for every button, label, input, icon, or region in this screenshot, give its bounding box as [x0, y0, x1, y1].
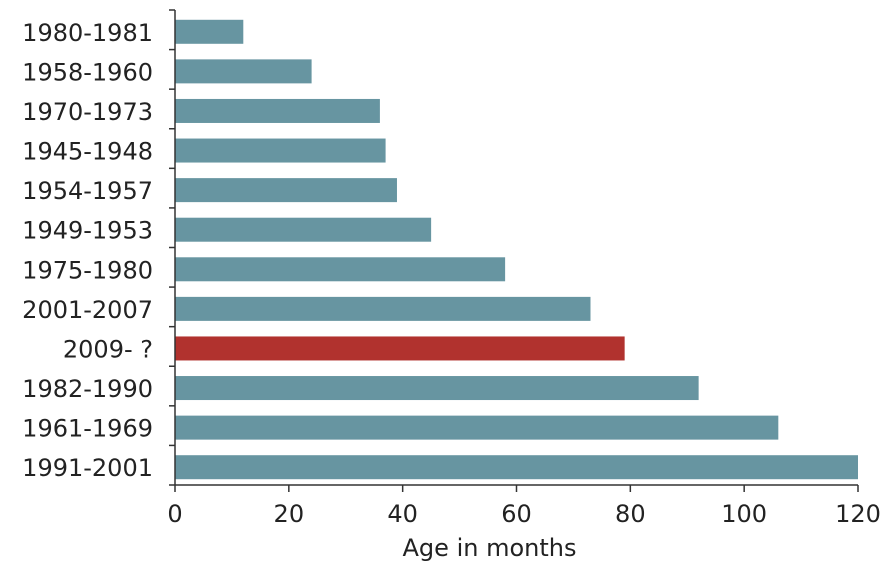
category-label: 1982-1990 — [22, 375, 153, 403]
category-label: 2009- ? — [63, 335, 153, 363]
category-label: 1970-1973 — [22, 98, 153, 126]
bar-1958-1960 — [175, 59, 312, 84]
bar-2001-2007 — [175, 296, 591, 321]
x-tick-label: 0 — [167, 500, 182, 528]
x-tick-label: 100 — [721, 500, 767, 528]
x-tick-label: 120 — [835, 500, 881, 528]
x-tick-label: 40 — [387, 500, 418, 528]
bar-1991-2001 — [175, 455, 858, 480]
x-tick-label: 60 — [501, 500, 532, 528]
category-labels-group: 1980-1981 1958-1960 1970-1973 1945-1948 1954… — [22, 19, 153, 482]
bar-1982-1990 — [175, 376, 699, 401]
bar-1945-1948 — [175, 138, 386, 163]
x-tick-label: 20 — [274, 500, 305, 528]
category-label: 2001-2007 — [22, 296, 153, 324]
category-label: 1949-1953 — [22, 217, 153, 245]
category-label: 1945-1948 — [22, 138, 153, 166]
bar-1970-1973 — [175, 98, 380, 123]
category-label: 1980-1981 — [22, 19, 153, 47]
bar-1961-1969 — [175, 415, 779, 440]
bar-1975-1980 — [175, 257, 506, 282]
bar-1980-1981 — [175, 19, 244, 44]
x-axis-title: Age in months — [403, 534, 577, 562]
category-label: 1954-1957 — [22, 177, 153, 205]
x-tick-label: 80 — [615, 500, 646, 528]
bar-1949-1953 — [175, 217, 432, 242]
category-label: 1991-2001 — [22, 454, 153, 482]
bars-group — [175, 19, 858, 480]
category-label: 1958-1960 — [22, 58, 153, 86]
category-label: 1961-1969 — [22, 415, 153, 443]
category-label: 1975-1980 — [22, 256, 153, 284]
bar-2009 — [175, 336, 625, 361]
bar-1954-1957 — [175, 178, 397, 203]
x-ticks-group: 0 20 40 60 80 100 120 — [167, 485, 881, 528]
